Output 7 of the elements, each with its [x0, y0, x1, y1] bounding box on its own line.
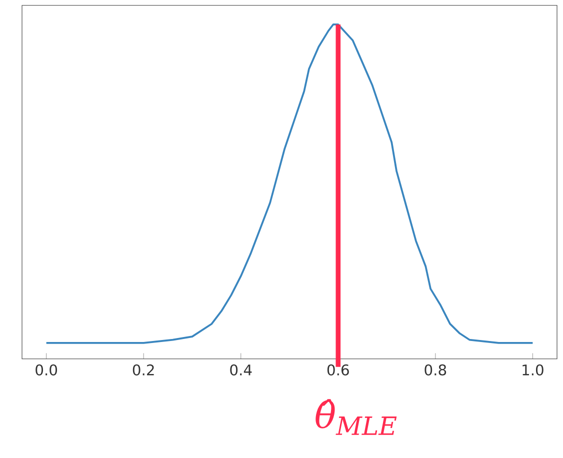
x-tick-label: 0.6 — [327, 364, 349, 376]
x-tick-label: 1.0 — [522, 364, 544, 376]
x-tick-label: 0.8 — [424, 364, 446, 376]
x-tick-label: 0.2 — [132, 364, 154, 376]
x-tick-label: 0.0 — [36, 364, 58, 376]
ref-line-label: θ̂$_{MLE}$ — [316, 399, 397, 436]
x-tick-label: 0.4 — [230, 364, 252, 376]
